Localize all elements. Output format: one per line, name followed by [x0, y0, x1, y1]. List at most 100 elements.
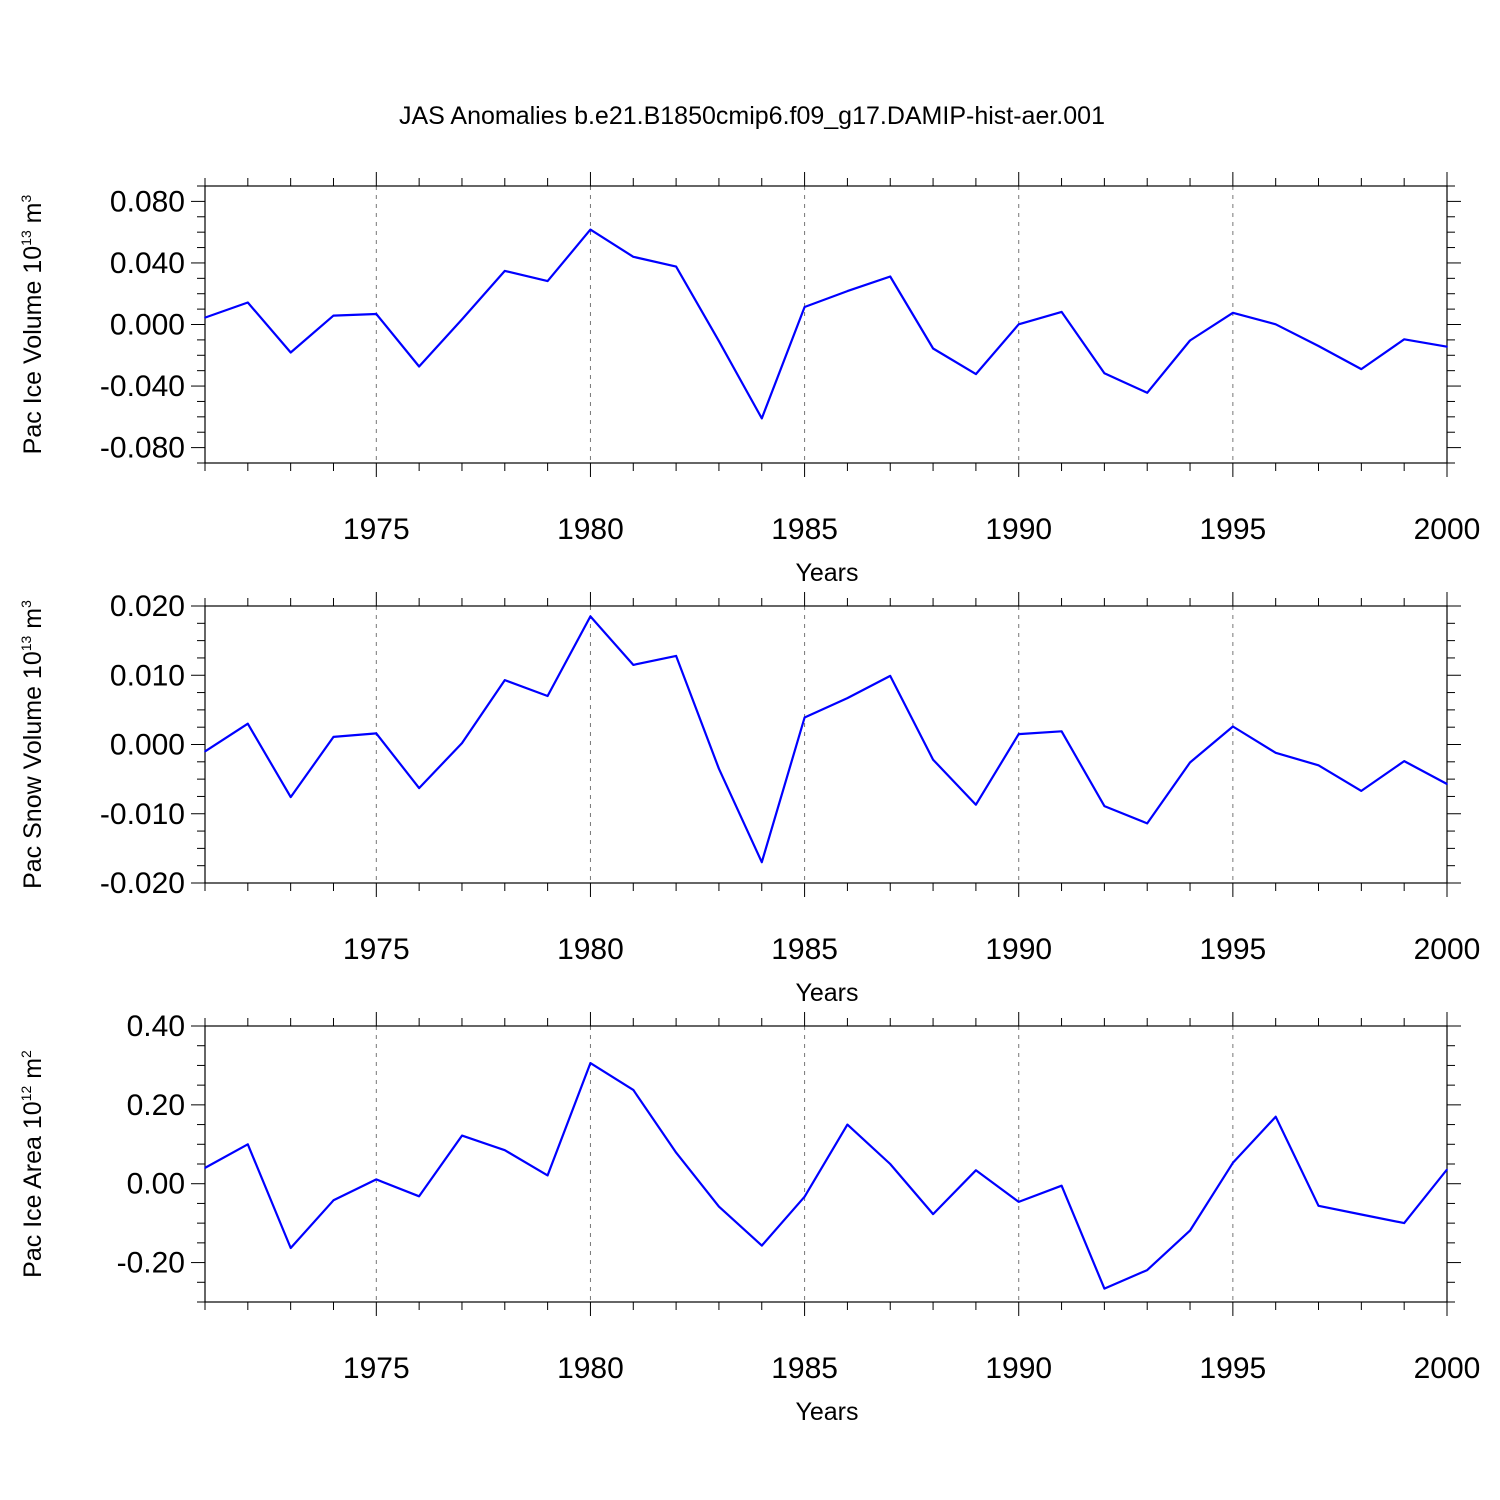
panels: 0.080 0.040 0.000 -0.040 -0.080 1975 1980 1985 1…	[18, 172, 1480, 1426]
y-tick-label: 0.020	[110, 590, 185, 623]
series-points	[204, 615, 1448, 864]
data-point	[589, 1062, 592, 1064]
data-point	[846, 1123, 849, 1126]
y-tick-label: 0.000	[110, 729, 185, 762]
data-point	[632, 664, 635, 666]
data-point	[332, 736, 335, 738]
data-point	[632, 1089, 635, 1091]
data-point	[204, 316, 206, 319]
data-point	[289, 1247, 292, 1249]
data-point	[1446, 345, 1448, 348]
x-tick-label: 2000	[1414, 513, 1481, 546]
data-point	[1446, 783, 1448, 785]
data-point	[846, 290, 849, 292]
data-point	[546, 695, 549, 697]
data-point	[375, 313, 378, 315]
data-point	[1232, 1162, 1234, 1164]
data-point	[1189, 761, 1191, 764]
data-point	[503, 679, 506, 681]
data-point	[932, 1213, 934, 1215]
x-tick-label: 2000	[1414, 933, 1481, 966]
series-line-1	[204, 1061, 1448, 1290]
data-point	[204, 750, 206, 753]
data-point	[975, 803, 977, 806]
y-axis-label: Pac Ice Area 1012 m2	[18, 1050, 47, 1278]
data-point	[1274, 323, 1277, 326]
y-tick-label: -0.040	[100, 370, 185, 403]
data-point	[1146, 822, 1149, 825]
data-point	[975, 1169, 977, 1172]
data-point	[546, 280, 549, 282]
data-point	[1103, 1287, 1106, 1290]
y-axis-label-part: Pac Snow Volume 10	[19, 651, 47, 889]
y-tick-label: 0.040	[110, 247, 185, 280]
data-point	[546, 1174, 549, 1177]
series-line-1	[204, 615, 1448, 864]
x-tick-label: 1980	[557, 1352, 624, 1385]
data-point	[1317, 764, 1320, 767]
data-point	[375, 732, 378, 735]
data-point	[803, 1195, 806, 1198]
data-point	[589, 228, 592, 231]
data-point	[1403, 760, 1405, 762]
y-tick-label: 0.010	[110, 659, 185, 692]
y-axis-label-part: Pac Ice Volume 10	[19, 246, 47, 454]
data-point	[1317, 345, 1320, 347]
data-point	[1403, 1222, 1405, 1224]
y-axis-label: Pac Ice Volume 1013 m3	[18, 194, 47, 454]
x-axis-label: Years	[795, 1398, 858, 1426]
x-tick-label: 1975	[343, 933, 410, 966]
data-point	[247, 1143, 249, 1146]
y-axis-label-part: m	[19, 1058, 47, 1086]
data-point	[332, 314, 335, 317]
data-point	[803, 716, 806, 719]
data-point	[889, 1163, 892, 1165]
data-point	[289, 351, 292, 354]
data-point	[1146, 392, 1149, 394]
figure-title: JAS Anomalies b.e21.B1850cmip6.f09_g17.D…	[399, 102, 1105, 130]
x-tick-label: 1990	[985, 933, 1052, 966]
x-tick-label: 1985	[771, 513, 838, 546]
data-point	[418, 365, 420, 368]
data-point	[718, 340, 720, 342]
data-point	[803, 306, 806, 308]
data-point	[375, 1178, 378, 1181]
data-point	[932, 347, 934, 350]
data-point	[718, 1205, 720, 1208]
data-point	[1103, 805, 1106, 807]
data-point	[1446, 1168, 1448, 1171]
data-point	[418, 787, 420, 789]
y-tick-label: -0.080	[100, 432, 185, 465]
x-tick-label: 1990	[985, 513, 1052, 546]
data-point	[760, 1244, 763, 1247]
x-tick-label: 1995	[1199, 1352, 1266, 1385]
data-point	[1360, 790, 1363, 792]
data-point	[461, 742, 463, 744]
axis-ticks	[191, 172, 1461, 477]
data-point	[1103, 372, 1106, 375]
y-tick-label: 0.20	[127, 1089, 185, 1122]
data-point	[247, 301, 249, 304]
y-tick-label: 0.00	[127, 1168, 185, 1201]
y-tick-label: 0.40	[127, 1010, 185, 1043]
data-point	[1017, 733, 1020, 735]
x-tick-label: 1985	[771, 1352, 838, 1385]
data-point	[718, 767, 720, 770]
y-axis-label-superscript: 13	[18, 635, 34, 651]
y-axis-label-part: m	[19, 202, 47, 230]
data-point	[332, 1199, 335, 1202]
y-tick-label: -0.020	[100, 867, 185, 900]
data-point	[1189, 339, 1191, 342]
x-tick-label: 1980	[557, 513, 624, 546]
data-point	[675, 655, 677, 657]
data-point	[889, 675, 892, 677]
x-tick-label: 1985	[771, 933, 838, 966]
x-tick-label: 1995	[1199, 513, 1266, 546]
axis-ticks	[191, 592, 1461, 897]
data-point	[503, 1149, 506, 1151]
chart-panel-2: 0.020 0.010 0.000 -0.010 -0.020 1975 1980 1985 1…	[18, 590, 1480, 1007]
axis-ticks	[191, 1012, 1461, 1316]
data-point	[1232, 312, 1234, 314]
y-axis-label-superscript: 13	[18, 230, 34, 246]
